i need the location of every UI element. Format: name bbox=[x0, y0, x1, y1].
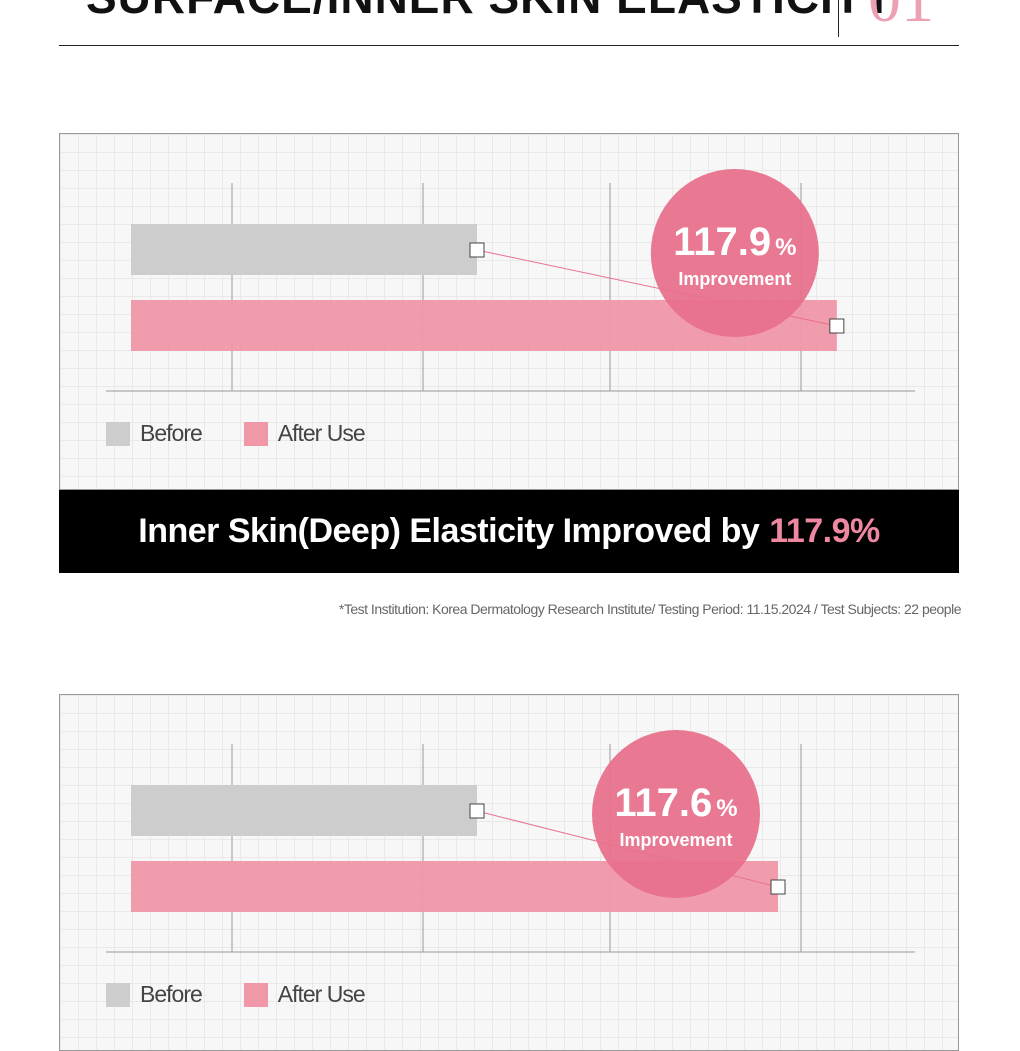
section-number: 01 bbox=[868, 0, 934, 38]
result-banner: Inner Skin(Deep) Elasticity Improved by … bbox=[59, 490, 959, 573]
legend-before: Before bbox=[140, 420, 203, 446]
section-title: SURFACE/INNER SKIN ELASTICITY bbox=[86, 0, 895, 24]
banner-highlight: 117.9% bbox=[769, 512, 880, 550]
legend-swatch-after bbox=[243, 982, 268, 1007]
chart-panel-2: 117.6% Improvement Before After Use bbox=[59, 694, 959, 1051]
badge-number: 117.6 bbox=[614, 781, 712, 825]
badge-value: 117.6% bbox=[614, 781, 737, 825]
improvement-badge bbox=[592, 730, 761, 898]
chart-svg: 117.9 % Improvement bbox=[106, 169, 915, 392]
legend-swatch-before bbox=[106, 421, 130, 446]
bar-before bbox=[131, 224, 477, 275]
legend: Before After Use bbox=[106, 420, 366, 447]
divider bbox=[838, 0, 839, 37]
badge-unit: % bbox=[716, 795, 737, 822]
improvement-badge bbox=[650, 169, 819, 337]
badge-unit: % bbox=[775, 234, 796, 261]
bar-before bbox=[131, 785, 477, 836]
legend-swatch-after bbox=[243, 421, 268, 446]
data-point-marker bbox=[469, 242, 485, 258]
badge-label: Improvement bbox=[620, 830, 733, 850]
data-point-marker bbox=[770, 879, 786, 895]
chart-svg: 117.6 % Improvement bbox=[106, 730, 915, 953]
footnote: *Test Institution: Korea Dermatology Res… bbox=[338, 601, 962, 617]
chart-panel-1: 117.9% Improvement Before After Use bbox=[59, 133, 959, 490]
legend: Before After Use bbox=[106, 981, 366, 1008]
badge-number: 117.9 bbox=[673, 220, 771, 264]
divider bbox=[59, 45, 959, 46]
badge-label: Improvement bbox=[678, 269, 791, 289]
data-point-marker bbox=[829, 318, 845, 334]
banner-text: Inner Skin(Deep) Elasticity Improved by bbox=[138, 512, 760, 550]
data-point-marker bbox=[469, 803, 485, 819]
legend-after: After Use bbox=[277, 420, 366, 446]
legend-before: Before bbox=[140, 981, 203, 1007]
legend-after: After Use bbox=[277, 981, 366, 1007]
legend-swatch-before bbox=[106, 982, 130, 1007]
badge-value: 117.9% bbox=[673, 220, 796, 264]
